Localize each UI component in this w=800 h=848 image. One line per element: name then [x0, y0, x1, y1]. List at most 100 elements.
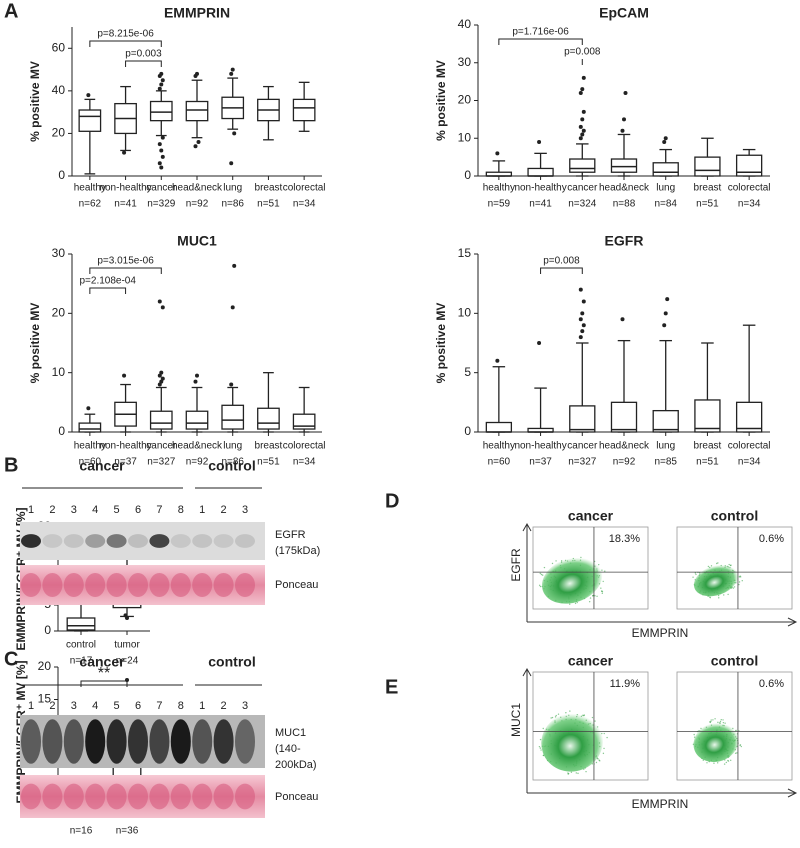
n-label: n=84	[654, 199, 677, 210]
flow-event	[539, 572, 541, 575]
flow-event	[603, 747, 605, 750]
outlier	[623, 90, 628, 95]
x-tick-label: healthy	[483, 441, 515, 452]
x-tick-label: head&neck	[599, 183, 650, 194]
flow-y-label: EGFR	[509, 548, 523, 582]
arrow	[787, 617, 798, 627]
ponceau-band	[42, 783, 63, 810]
flow-event	[720, 719, 722, 721]
flow-event	[723, 594, 725, 596]
ponceau-band	[213, 573, 234, 597]
flow-event	[569, 603, 571, 605]
n-label: n=86	[221, 199, 244, 210]
flow-event	[602, 752, 605, 755]
outlier	[578, 335, 583, 340]
n-label: n=60	[79, 457, 102, 468]
flow-plot	[676, 671, 793, 781]
n-label: n=60	[488, 457, 511, 468]
x-tick-label: non-healthy	[99, 441, 151, 452]
n-label: n=24	[116, 656, 139, 667]
x-tick-label: tumor	[114, 640, 140, 651]
outlier	[622, 117, 626, 122]
outlier	[160, 305, 165, 310]
x-tick-label: lung	[656, 183, 675, 194]
outlier	[122, 373, 127, 378]
blot-band	[106, 534, 127, 548]
target-label: (140-	[275, 743, 301, 755]
target-label: MUC1	[275, 727, 306, 739]
flow-event	[597, 758, 599, 760]
flow-cloud	[693, 722, 739, 763]
outlier	[580, 311, 585, 316]
blot-band	[149, 534, 170, 548]
outlier	[160, 78, 165, 83]
outlier	[157, 86, 162, 91]
box	[149, 100, 173, 122]
y-tick-label: 0	[464, 424, 471, 438]
blot-band	[192, 534, 213, 548]
blot-band	[213, 719, 234, 764]
flow-event	[695, 573, 697, 576]
lane-number: 7	[156, 700, 162, 712]
flow-event	[600, 587, 602, 589]
blot-band	[21, 534, 41, 548]
n-label: n=34	[293, 199, 316, 210]
n-label: n=92	[186, 199, 209, 210]
ponceau-band	[235, 783, 255, 810]
outlier	[620, 128, 625, 133]
flow-event	[555, 560, 557, 562]
box	[735, 401, 763, 433]
outlier	[157, 373, 162, 378]
flow-event	[727, 593, 729, 596]
n-label: n=41	[114, 199, 137, 210]
bracket	[89, 287, 127, 294]
flow-event	[716, 562, 718, 565]
blot-band	[192, 719, 213, 764]
ponceau-band	[192, 573, 213, 597]
flow-event	[603, 732, 605, 735]
n-label: n=34	[293, 457, 316, 468]
ponceau-band	[149, 783, 170, 810]
flow-event	[589, 597, 592, 599]
chart-title: EGFR	[605, 233, 644, 249]
outlier	[580, 87, 585, 92]
x-tick-label: breast	[694, 183, 722, 194]
lane-number: 2	[49, 700, 55, 712]
outlier	[495, 151, 500, 156]
y-axis-label: % positive MV	[434, 303, 448, 384]
outlier	[229, 71, 234, 76]
lane-number: 6	[135, 700, 141, 712]
n-label: n=51	[696, 457, 719, 468]
flow-event	[738, 581, 741, 583]
blot-band	[21, 719, 41, 764]
lane-number: 1	[199, 700, 205, 712]
flow-event	[709, 721, 711, 723]
flow-event	[542, 727, 544, 730]
flow-event	[606, 736, 608, 739]
outlier	[196, 139, 201, 144]
flow-event	[574, 602, 577, 605]
n-label: n=51	[257, 199, 280, 210]
x-tick-label: non-healthy	[514, 441, 566, 452]
ponceau-band	[170, 573, 191, 597]
percent-label: 11.9%	[610, 678, 641, 690]
outlier	[157, 161, 162, 166]
flow-event	[585, 770, 587, 773]
n-label: n=51	[696, 199, 719, 210]
outlier	[230, 67, 235, 72]
lane-number: 6	[135, 504, 141, 516]
x-tick-label: non-healthy	[514, 183, 566, 194]
lane-number: 3	[242, 700, 248, 712]
flow-event	[577, 772, 579, 775]
box	[652, 162, 679, 177]
flow-y-label: MUC1	[509, 703, 523, 737]
blot-band	[85, 534, 106, 548]
outlier	[157, 142, 162, 147]
y-tick-label: 20	[52, 306, 66, 320]
flow-event	[550, 717, 552, 719]
x-tick-label: lung	[656, 441, 675, 452]
target-label: 200kDa)	[275, 759, 317, 771]
outlier	[229, 161, 234, 166]
flow-event	[539, 738, 542, 741]
